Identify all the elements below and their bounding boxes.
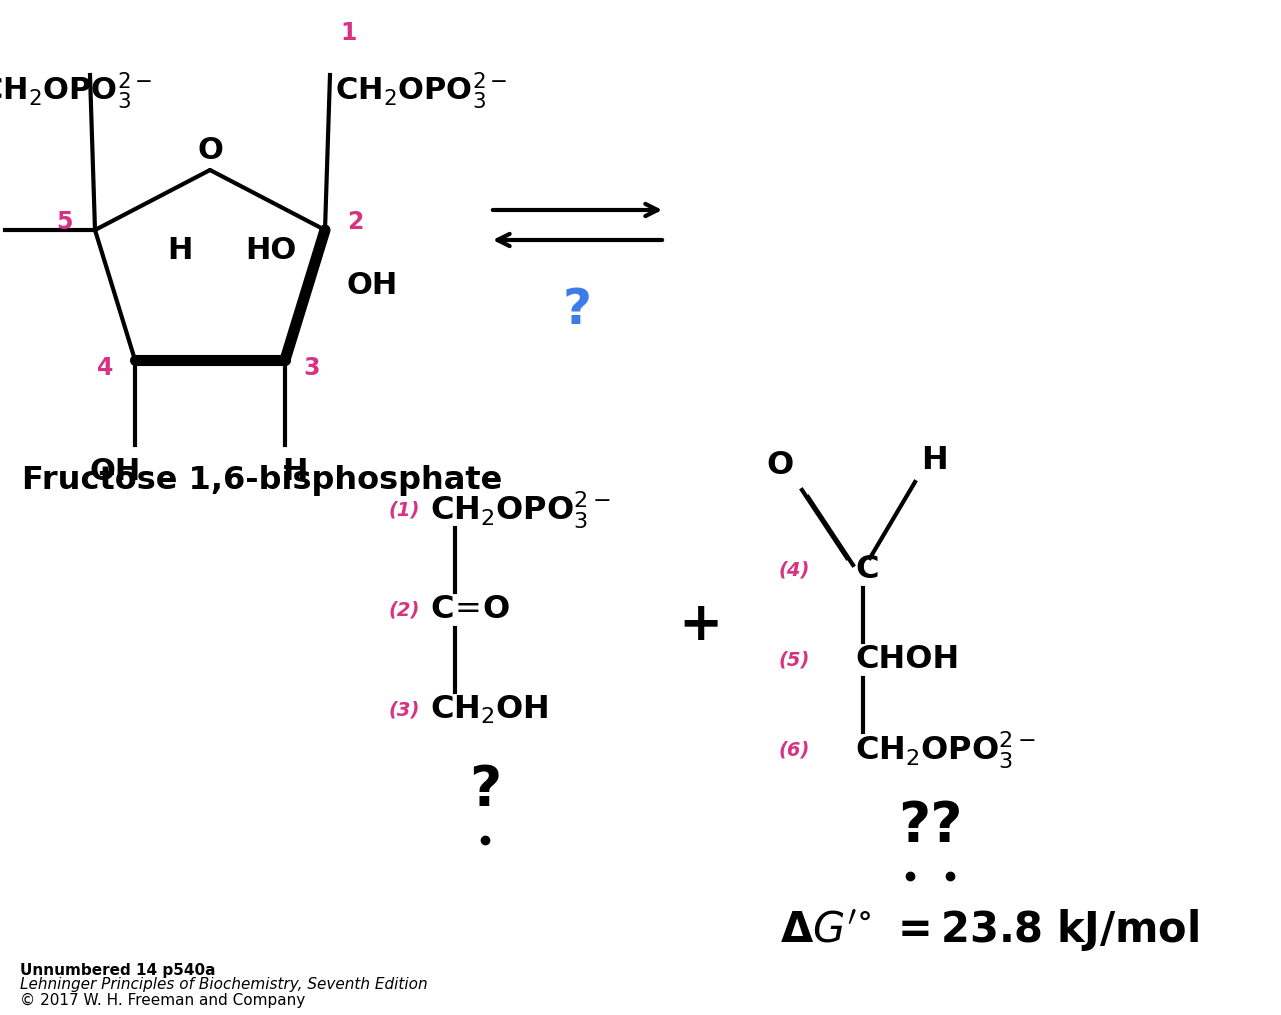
Text: (6): (6) (779, 741, 810, 759)
Text: 4: 4 (96, 356, 113, 380)
Text: Unnumbered 14 p540a: Unnumbered 14 p540a (20, 962, 215, 977)
Text: (2): (2) (388, 601, 420, 619)
Text: OH: OH (90, 457, 141, 486)
Text: 1: 1 (339, 21, 356, 45)
Text: (5): (5) (779, 651, 810, 670)
Text: CH$_2$OPO$_3^{2-}$: CH$_2$OPO$_3^{2-}$ (336, 70, 507, 111)
Text: C: C (854, 554, 879, 586)
Text: H: H (168, 235, 192, 265)
Text: OH: OH (347, 271, 398, 299)
Text: C$\!=\!$O: C$\!=\!$O (430, 595, 510, 625)
Text: (4): (4) (779, 560, 810, 580)
Text: 2: 2 (347, 210, 364, 234)
Text: Fructose 1,6-bisphosphate: Fructose 1,6-bisphosphate (22, 465, 502, 495)
Text: ?: ? (469, 763, 501, 817)
Text: H: H (282, 457, 307, 486)
Text: (1): (1) (388, 500, 420, 520)
Text: CH$_2$OPO$_3^{2-}$: CH$_2$OPO$_3^{2-}$ (430, 489, 611, 531)
Text: CH$_2$OH: CH$_2$OH (430, 694, 548, 726)
Text: ??: ?? (898, 799, 962, 853)
Text: 5: 5 (56, 210, 73, 234)
Text: © 2017 W. H. Freeman and Company: © 2017 W. H. Freeman and Company (20, 993, 305, 1008)
Text: O: O (197, 136, 223, 165)
Text: CH$_2$OPO$_3^{2-}$: CH$_2$OPO$_3^{2-}$ (0, 70, 152, 111)
Text: $\mathbf{\Delta} G^{\prime\mathbf{\circ}}$ $\mathbf{= 23.8 \ kJ/mol}$: $\mathbf{\Delta} G^{\prime\mathbf{\circ}… (780, 907, 1199, 953)
Text: CHOH: CHOH (854, 645, 959, 676)
Text: (3): (3) (388, 700, 420, 720)
Text: H: H (921, 445, 948, 475)
Text: 3: 3 (304, 356, 319, 380)
Text: CH$_2$OPO$_3^{2-}$: CH$_2$OPO$_3^{2-}$ (854, 729, 1036, 770)
Text: ?: ? (562, 286, 592, 334)
Text: HO: HO (245, 235, 296, 265)
Text: Lehninger Principles of Biochemistry, Seventh Edition: Lehninger Principles of Biochemistry, Se… (20, 977, 428, 993)
Text: +: + (678, 599, 722, 651)
Text: O: O (766, 450, 794, 480)
